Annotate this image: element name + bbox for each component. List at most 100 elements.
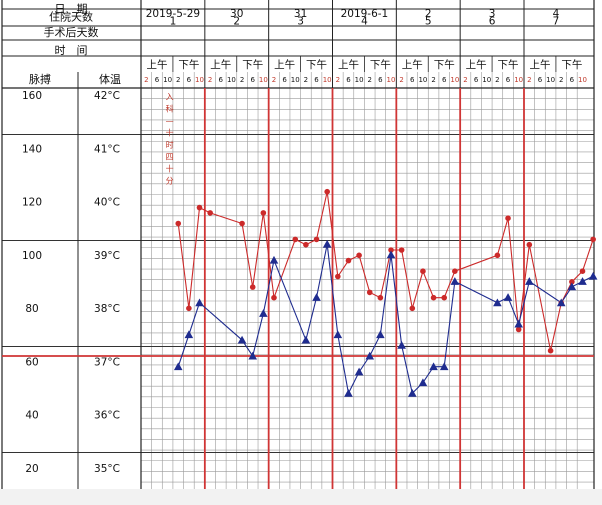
pulse-point-27 (526, 241, 533, 248)
pm-label: 下午 (306, 58, 327, 71)
hour-tick-label: 10 (355, 76, 364, 84)
hour-tick-label: 2 (336, 76, 340, 84)
hour-tick-label: 10 (482, 76, 491, 84)
pulse-point-26 (515, 326, 522, 333)
pulse-point-7 (271, 294, 277, 301)
pulse-point-19 (409, 305, 416, 312)
day-date: 3 (489, 8, 496, 20)
temperature-point-21 (450, 277, 460, 285)
hour-tick-label: 10 (195, 76, 204, 84)
temperature-point-27 (567, 282, 577, 291)
am-label: 上午 (338, 58, 359, 71)
hour-tick-label: 2 (368, 76, 372, 84)
temperature-point-9 (322, 239, 332, 248)
temp-scale-label: 41°C (94, 143, 120, 155)
hour-tick-label: 6 (570, 76, 575, 84)
pulse-point-18 (398, 247, 405, 253)
pulse-point-5 (249, 284, 256, 290)
pulse-point-2 (196, 204, 203, 211)
day-date: 2019-6-1 (341, 8, 389, 20)
temperature-point-0 (173, 362, 183, 371)
temperature-point-2 (195, 298, 204, 307)
hour-tick-label: 2 (527, 76, 531, 84)
hour-tick-label: 6 (474, 76, 479, 84)
day-hospital-number: 5 (425, 16, 432, 28)
pulse-point-28 (547, 347, 554, 354)
pm-label: 下午 (178, 58, 199, 71)
temperature-point-5 (259, 309, 268, 317)
temp-scale-label: 35°C (94, 463, 120, 475)
temperature-point-14 (376, 330, 385, 339)
day-hospital-number: 4 (361, 16, 368, 28)
hour-tick-label: 2 (240, 76, 244, 84)
hour-tick-label: 10 (514, 76, 523, 84)
temperature-point-7 (301, 335, 311, 344)
temperature-point-1 (184, 330, 194, 339)
temp-scale-label: 37°C (94, 356, 120, 368)
pulse-point-30 (569, 279, 575, 285)
hour-tick-label: 2 (399, 76, 403, 84)
pulse-point-32 (590, 236, 596, 243)
temperature-point-6 (269, 255, 279, 264)
day-hospital-number: 1 (170, 16, 177, 28)
pulse-point-25 (505, 215, 511, 221)
temperature-point-15 (386, 250, 396, 259)
hour-tick-label: 6 (187, 76, 192, 84)
hour-tick-label: 2 (304, 76, 308, 84)
admission-note-char: — (166, 117, 174, 126)
admission-note-char: 十 (166, 164, 174, 174)
hour-tick-label: 6 (219, 76, 224, 84)
hour-tick-label: 2 (208, 76, 212, 84)
pulse-point-31 (579, 268, 586, 275)
temperature-point-16 (397, 341, 406, 349)
temperature-point-4 (248, 351, 258, 360)
temperature-point-8 (312, 293, 321, 301)
temp-column-header: 体温 (99, 72, 121, 86)
pulse-point-23 (452, 268, 458, 275)
day-date: 4 (553, 8, 560, 20)
hour-tick-label: 2 (272, 76, 276, 84)
day-date: 2 (425, 8, 432, 20)
hour-tick-label: 2 (463, 76, 467, 84)
pulse-point-14 (356, 252, 362, 259)
postop-day-row-label: 手术后天数 (44, 25, 99, 39)
pm-label: 下午 (242, 58, 263, 71)
day-date: 31 (294, 8, 307, 20)
pm-label: 下午 (498, 58, 519, 71)
pulse-point-13 (345, 257, 352, 264)
admission-note-char: 入 (166, 93, 174, 102)
temperature-point-3 (237, 335, 247, 344)
temperature-point-13 (365, 351, 375, 360)
hour-tick-label: 2 (144, 76, 148, 84)
am-label: 上午 (146, 58, 167, 71)
pm-label: 下午 (370, 58, 391, 71)
pulse-scale-label: 140 (22, 143, 42, 155)
temp-scale-label: 38°C (94, 303, 120, 315)
day-hospital-number: 7 (553, 16, 560, 28)
pulse-point-9 (303, 241, 309, 248)
day-hospital-number: 3 (297, 16, 304, 28)
hour-tick-label: 10 (450, 76, 459, 84)
hour-tick-label: 6 (410, 76, 415, 84)
temperature-point-10 (333, 330, 343, 339)
hour-tick-label: 10 (259, 76, 268, 84)
pulse-column-header: 脉搏 (29, 72, 51, 86)
pulse-scale-label: 20 (25, 463, 38, 475)
day-date: 2019-5-29 (146, 8, 200, 20)
pulse-point-21 (430, 294, 437, 301)
pulse-point-16 (377, 294, 384, 301)
temperature-point-19 (429, 362, 438, 371)
hour-tick-label: 10 (578, 76, 587, 84)
admission-note-char: 十 (166, 128, 174, 138)
hour-tick-label: 6 (346, 76, 351, 84)
hour-tick-label: 2 (559, 76, 563, 84)
pm-label: 下午 (561, 58, 582, 71)
day-date: 30 (230, 8, 243, 20)
hour-tick-label: 10 (163, 76, 172, 84)
am-label: 上午 (529, 58, 550, 71)
admission-note-char: 时 (166, 140, 174, 150)
pulse-scale-label: 120 (22, 197, 42, 209)
pulse-point-22 (441, 294, 448, 301)
hour-tick-label: 10 (227, 76, 236, 84)
